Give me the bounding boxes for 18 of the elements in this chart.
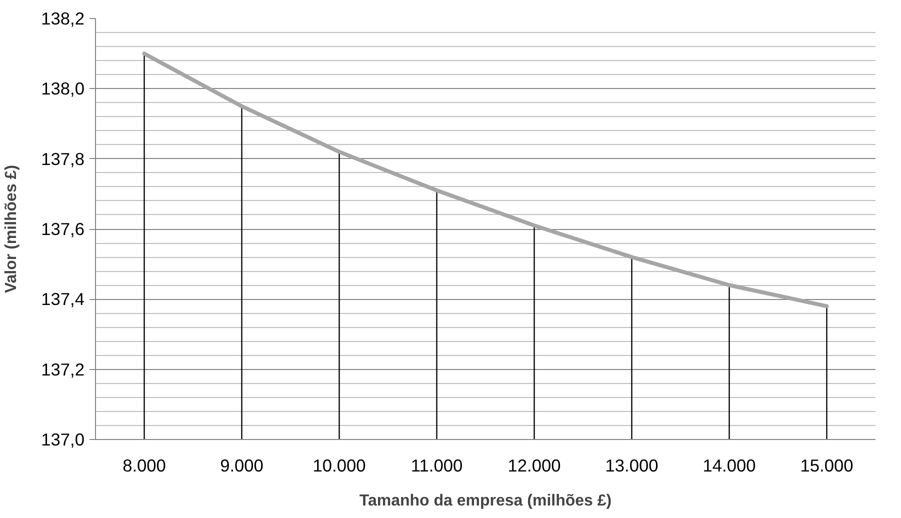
y-tick-label: 137,0 bbox=[41, 430, 85, 450]
line-series bbox=[142, 52, 829, 308]
y-tick-label: 137,8 bbox=[41, 148, 85, 169]
y-axis-title: Valor (milhões £) bbox=[3, 164, 20, 294]
x-tick-label: 8.000 bbox=[122, 456, 166, 476]
x-tick-label: 10.000 bbox=[312, 456, 366, 476]
x-axis-title: Tamanho da empresa (milhões £) bbox=[359, 492, 612, 510]
x-tick-label: 9.000 bbox=[220, 456, 264, 476]
y-tick-label: 137,4 bbox=[41, 289, 85, 310]
x-tick-label: 14.000 bbox=[702, 456, 756, 476]
x-tick-label: 11.000 bbox=[410, 456, 463, 476]
y-tick-label: 137,6 bbox=[41, 219, 85, 239]
x-tick-label: 13.000 bbox=[605, 456, 658, 476]
y-tick-label: 138,0 bbox=[41, 78, 85, 99]
y-tick-label: 138,2 bbox=[41, 8, 85, 28]
x-tick-label: 12.000 bbox=[508, 456, 561, 476]
x-tick-label: 15.000 bbox=[800, 456, 854, 476]
y-tick-label: 137,2 bbox=[41, 359, 85, 380]
